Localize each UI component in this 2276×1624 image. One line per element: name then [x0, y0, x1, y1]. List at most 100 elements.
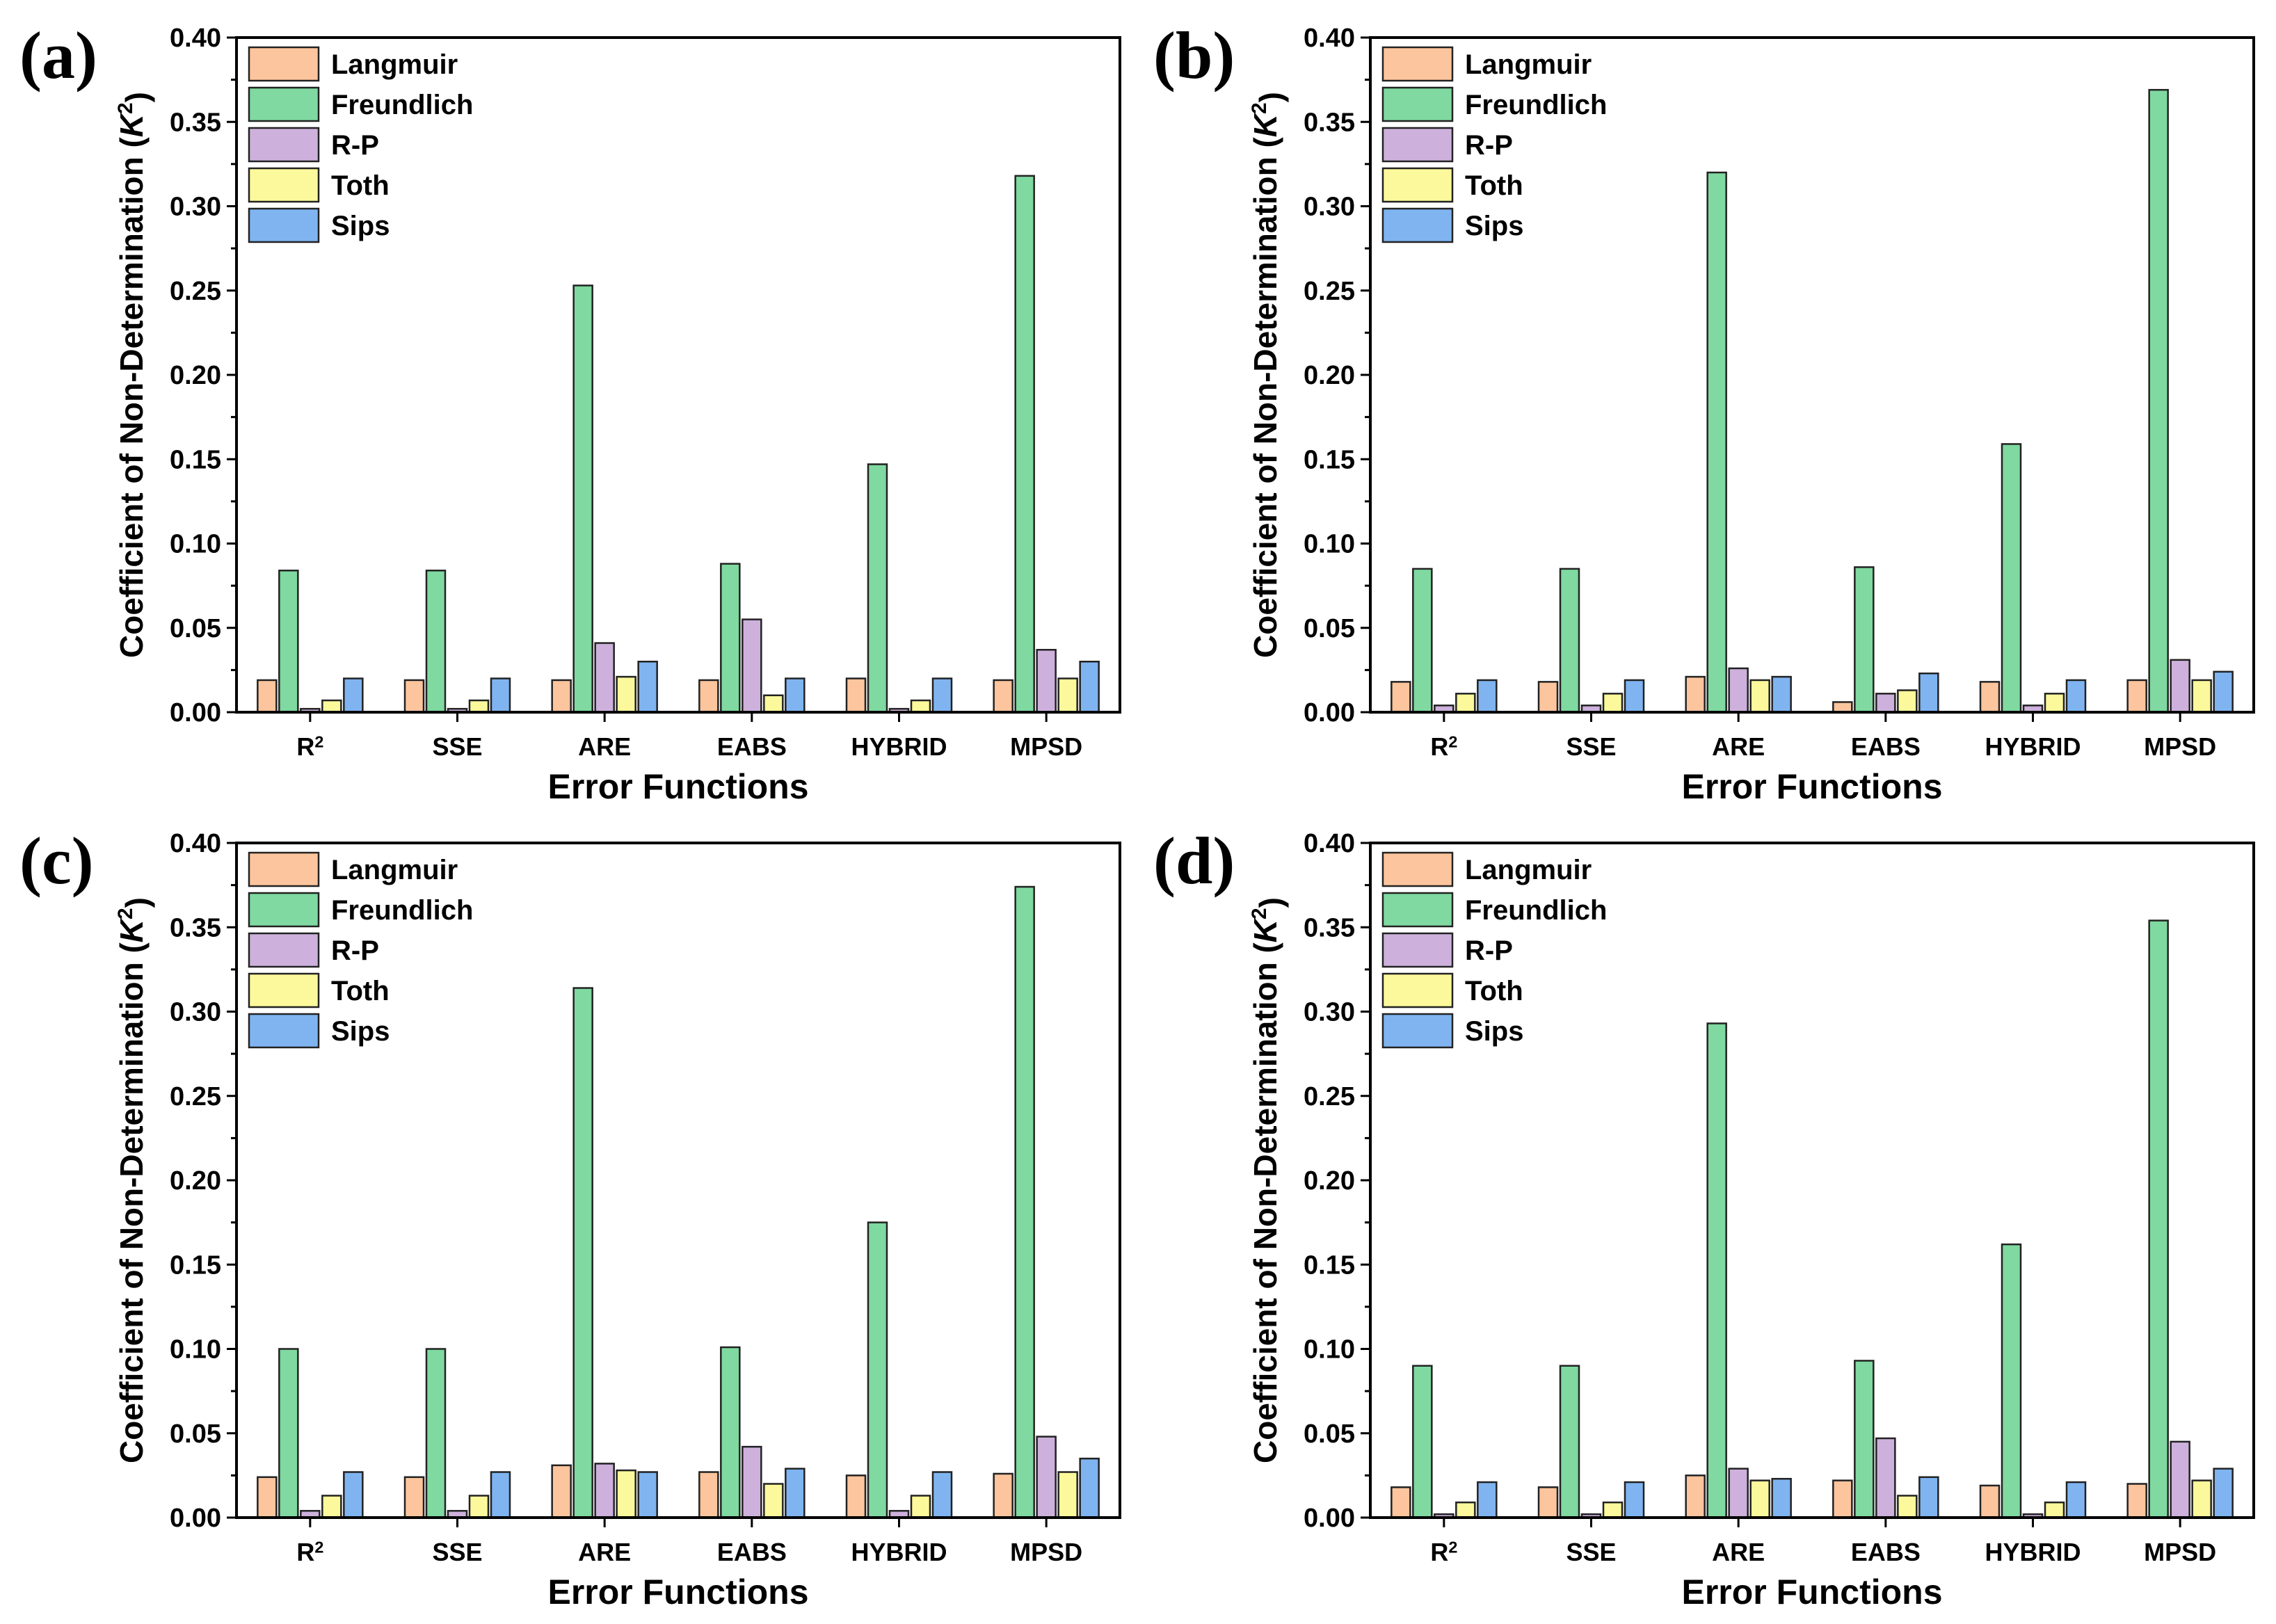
bar-rp-5 [2170, 1440, 2190, 1519]
bar-toth-1 [468, 1495, 490, 1519]
bar-sips-1 [490, 677, 511, 714]
bar-rp-2 [594, 1463, 615, 1519]
y-tick-label: 0.15 [1304, 1251, 1355, 1280]
bar-freundlich-1 [1559, 568, 1580, 714]
bar-sips-1 [1624, 1481, 1645, 1519]
legend-label: R-P [331, 130, 379, 161]
bar-toth-1 [1602, 693, 1624, 714]
legend-swatch-langmuir [1381, 46, 1454, 82]
bar-freundlich-0 [1412, 568, 1433, 714]
x-category-label: EABS [1851, 1538, 1921, 1566]
bar-sips-5 [1079, 1457, 1100, 1519]
chart-panel-b: (b) 0.00 0.05 0.10 0.15 0.20 0.25 0.30 0.35 0.40 R… [1153, 18, 2255, 806]
bar-freundlich-2 [572, 284, 593, 714]
legend-swatch-toth [248, 167, 320, 203]
bar-sips-2 [1771, 675, 1792, 714]
chart-panel-d: (d) 0.00 0.05 0.10 0.15 0.20 0.25 0.30 0.35 0.40 R… [1153, 823, 2255, 1611]
bar-langmuir-3 [698, 679, 719, 714]
legend-swatch-rp [248, 127, 320, 163]
bar-rp-2 [1728, 667, 1749, 714]
y-tick-label: 0.00 [170, 1504, 221, 1533]
bar-langmuir-4 [1979, 681, 2001, 714]
bar-sips-0 [1477, 679, 1498, 714]
y-tick-label: 0.20 [1304, 1166, 1355, 1196]
bar-toth-2 [1749, 679, 1770, 714]
bar-langmuir-4 [1979, 1484, 2001, 1519]
legend-label: Sips [331, 1016, 390, 1047]
y-tick-label: 0.35 [170, 913, 221, 942]
bar-sips-1 [1624, 679, 1645, 714]
panel-label: (d) [1153, 823, 1235, 898]
y-tick-label: 0.30 [170, 998, 221, 1027]
bar-langmuir-0 [1391, 681, 1411, 714]
x-category-label: SSE [432, 1538, 482, 1566]
bar-langmuir-3 [1832, 701, 1853, 714]
y-tick-label: 0.15 [170, 445, 221, 474]
bar-sips-4 [931, 677, 953, 714]
legend-swatch-freundlich [1381, 892, 1454, 928]
x-category-label: HYBRID [851, 1538, 947, 1566]
legend-label: Freundlich [1465, 90, 1607, 120]
chart-panel-c: (c) 0.00 0.05 0.10 0.15 0.20 0.25 0.30 0.35 0.40 R… [19, 823, 1121, 1611]
legend-swatch-rp [1381, 932, 1454, 968]
bar-rp-2 [1728, 1468, 1749, 1519]
bar-freundlich-1 [425, 570, 447, 714]
x-category-label: ARE [1712, 732, 1765, 761]
legend-swatch-rp [1381, 127, 1454, 163]
y-tick-label: 0.05 [170, 1420, 221, 1449]
x-category-label: SSE [432, 732, 482, 761]
y-axis-title: Coefficient of Non-Determination (K2) [1247, 897, 1289, 1463]
panel-label: (b) [1153, 18, 1235, 93]
y-tick-label: 0.20 [1304, 361, 1355, 390]
x-axis-title: Error Functions [547, 767, 808, 806]
legend-swatch-toth [1381, 167, 1454, 203]
bar-sips-3 [1918, 1476, 1939, 1519]
legend-swatch-freundlich [248, 86, 320, 122]
bar-sips-5 [1079, 661, 1100, 714]
bar-rp-2 [594, 642, 615, 714]
x-category-label: MPSD [1010, 732, 1082, 761]
legend: Langmuir Freundlich R-P Toth Sips [1381, 851, 1607, 1049]
x-axis-title: Error Functions [1681, 1573, 1942, 1611]
bar-sips-4 [2065, 679, 2087, 714]
y-axis-title: Coefficient of Non-Determination (K2) [1247, 92, 1289, 658]
bar-rp-5 [1036, 649, 1057, 714]
plot-frame [235, 36, 1121, 714]
y-tick-label: 0.10 [1304, 530, 1355, 559]
bar-langmuir-1 [403, 679, 425, 714]
legend-swatch-sips [248, 207, 320, 243]
x-category-label: R2​ [1430, 732, 1457, 761]
bar-rp-3 [742, 618, 762, 714]
y-tick-label: 0.15 [1304, 445, 1355, 474]
bar-toth-5 [2191, 1479, 2212, 1519]
bar-freundlich-0 [1412, 1365, 1433, 1519]
bar-langmuir-2 [551, 1464, 572, 1519]
y-tick-label: 0.00 [1304, 1504, 1355, 1533]
x-category-label: R2​ [1430, 1538, 1457, 1566]
legend-label: Toth [1465, 976, 1523, 1006]
y-tick-label: 0.05 [1304, 1420, 1355, 1449]
plot-frame [235, 842, 1121, 1519]
bar-freundlich-4 [867, 1221, 888, 1519]
panel-label: (a) [19, 18, 97, 93]
x-category-label: EABS [717, 732, 787, 761]
bar-toth-4 [910, 699, 931, 714]
bar-freundlich-3 [720, 563, 741, 714]
legend-swatch-langmuir [248, 851, 320, 887]
bar-langmuir-1 [1537, 1486, 1559, 1519]
bar-rp-5 [1036, 1436, 1057, 1519]
bar-toth-5 [1057, 1471, 1078, 1519]
legend-label: Langmuir [331, 49, 458, 80]
y-tick-label: 0.15 [170, 1251, 221, 1280]
bar-freundlich-2 [572, 987, 593, 1519]
bar-sips-2 [637, 661, 658, 714]
y-tick-label: 0.25 [170, 277, 221, 306]
x-category-label: ARE [1712, 1538, 1765, 1566]
bar-toth-3 [763, 694, 784, 714]
y-tick-label: 0.35 [170, 108, 221, 137]
bar-langmuir-2 [551, 679, 572, 714]
y-tick-label: 0.40 [1304, 24, 1355, 53]
plot-frame [1369, 36, 2255, 714]
bar-toth-4 [2044, 1501, 2065, 1519]
bar-freundlich-0 [278, 1348, 299, 1519]
